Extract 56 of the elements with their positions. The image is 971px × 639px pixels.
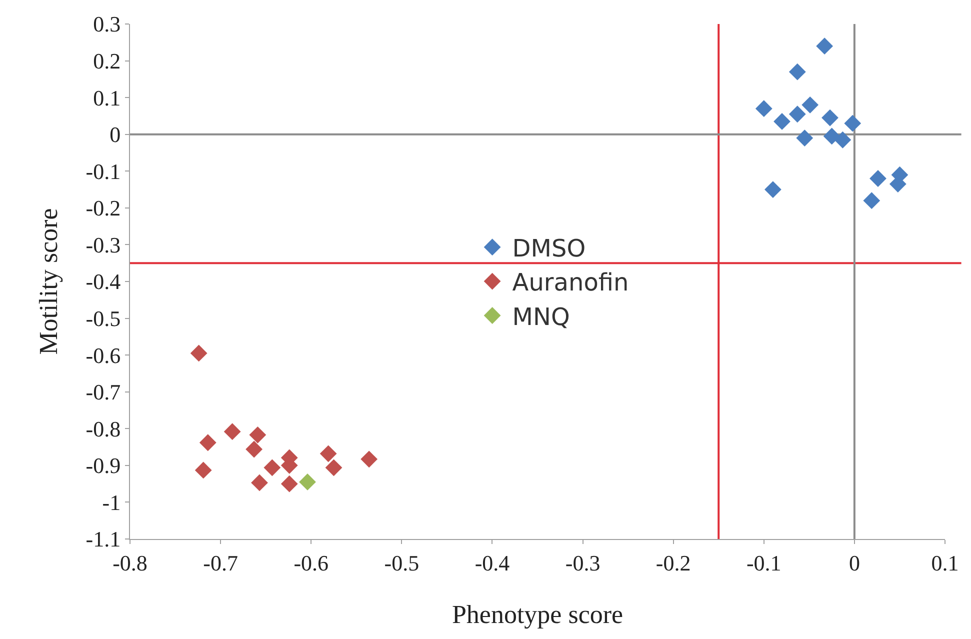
point: [870, 170, 886, 187]
point: [280, 475, 298, 492]
x-tick-label: 0: [848, 550, 860, 576]
y-tick-label: -1.1: [86, 526, 121, 552]
x-tick-label: -0.4: [474, 550, 510, 576]
point: [299, 474, 316, 490]
y-tick-label: -0.1: [86, 158, 121, 184]
point: [823, 128, 840, 145]
point: [194, 462, 212, 479]
point: [816, 38, 834, 55]
point: [251, 474, 268, 492]
point: [788, 63, 806, 80]
x-tick-label: -0.1: [746, 550, 782, 576]
y-tick-label: -0.3: [86, 232, 121, 258]
y-tick-label: -0.5: [86, 306, 121, 331]
point: [224, 423, 241, 440]
y-tick-label: -1: [102, 490, 121, 515]
point: [774, 113, 790, 130]
y-tick-label: -0.2: [86, 196, 121, 221]
y-tick-label: 0: [110, 122, 121, 148]
point: [190, 344, 208, 362]
y-tick-label: -0.6: [86, 342, 121, 368]
y-tick-label: -0.8: [86, 416, 121, 442]
point: [764, 181, 782, 198]
y-tick-label: 0.2: [93, 48, 121, 74]
point: [320, 445, 337, 462]
x-tick-label: -0.6: [294, 550, 329, 576]
point: [246, 440, 263, 458]
y-tick-label: -0.7: [86, 380, 121, 405]
y-axis-title: Motility score: [34, 208, 64, 355]
y-tick-label: 0.3: [93, 12, 121, 37]
point: [325, 459, 342, 476]
point: [863, 192, 880, 210]
x-tick-label: -0.3: [565, 550, 600, 576]
legend-label: DMSO: [512, 234, 586, 262]
point: [844, 114, 862, 132]
x-tick-label: -0.2: [656, 550, 691, 576]
point: [788, 106, 806, 123]
x-tick-label: 0.1: [931, 550, 959, 576]
x-axis-title: Phenotype score: [452, 600, 624, 630]
point: [822, 109, 838, 126]
y-tick-label: -0.4: [86, 269, 121, 294]
point: [249, 426, 266, 444]
point: [264, 459, 281, 476]
point: [802, 96, 819, 114]
point: [360, 450, 378, 468]
legend-label: Auranofin: [512, 268, 629, 297]
point: [199, 434, 216, 452]
point: [796, 130, 814, 146]
point: [755, 100, 772, 118]
legend-label: MNQ: [512, 302, 570, 331]
y-tick-label: -0.9: [86, 453, 121, 478]
x-tick-label: -0.5: [384, 550, 420, 576]
y-tick-label: 0.1: [93, 85, 121, 110]
point: [834, 131, 852, 148]
x-tick-label: -0.7: [203, 550, 238, 576]
